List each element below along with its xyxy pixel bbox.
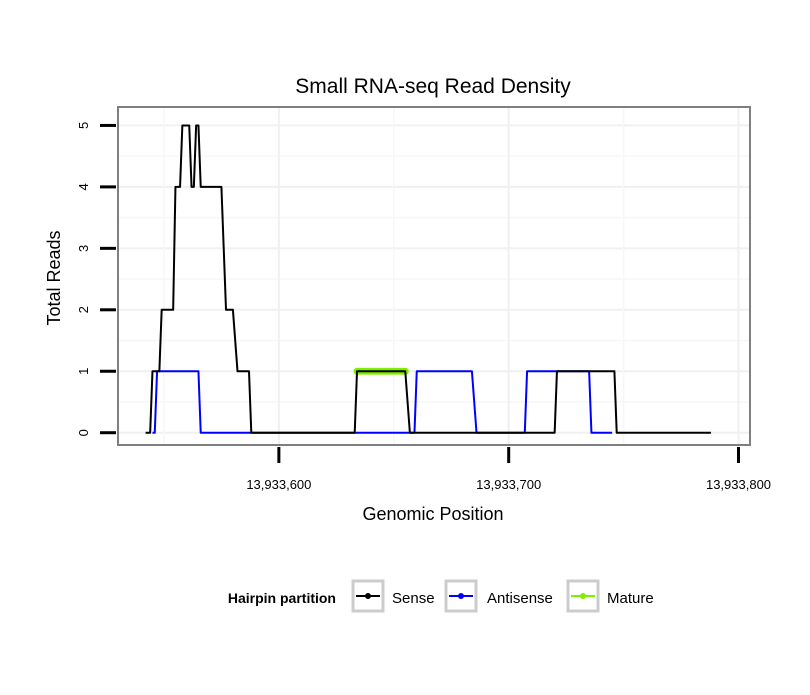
legend-dot-sense (365, 593, 371, 599)
y-tick-label: 4 (76, 183, 91, 190)
plot-background (118, 107, 750, 445)
legend-label-antisense: Antisense (487, 590, 553, 607)
chart-title: Small RNA-seq Read Density (295, 75, 571, 98)
y-tick-label: 1 (76, 368, 91, 375)
y-axis-label: Total Reads (44, 230, 64, 325)
y-tick-label: 5 (76, 122, 91, 129)
x-tick-label: 13,933,600 (246, 477, 311, 492)
legend-label-sense: Sense (392, 590, 435, 607)
legend-title: Hairpin partition (228, 590, 336, 606)
x-tick-label: 13,933,800 (706, 477, 771, 492)
legend: Hairpin partition Sense Antisense Mature (228, 579, 654, 613)
grid-layer (118, 107, 750, 445)
y-tick-label: 3 (76, 245, 91, 252)
legend-label-mature: Mature (607, 590, 654, 607)
axis-layer: 0 1 2 3 4 5 13,933,600 13,933,700 13,933,800 (76, 122, 771, 492)
series-line-sense (145, 124, 711, 434)
y-tick-label: 0 (76, 429, 91, 436)
x-tick-label: 13,933,700 (476, 477, 541, 492)
series-layer (145, 124, 711, 434)
plot-border (117, 106, 751, 446)
legend-dot-mature (580, 593, 586, 599)
legend-dot-antisense (458, 593, 464, 599)
y-tick-label: 2 (76, 306, 91, 313)
x-axis-label: Genomic Position (362, 504, 503, 524)
